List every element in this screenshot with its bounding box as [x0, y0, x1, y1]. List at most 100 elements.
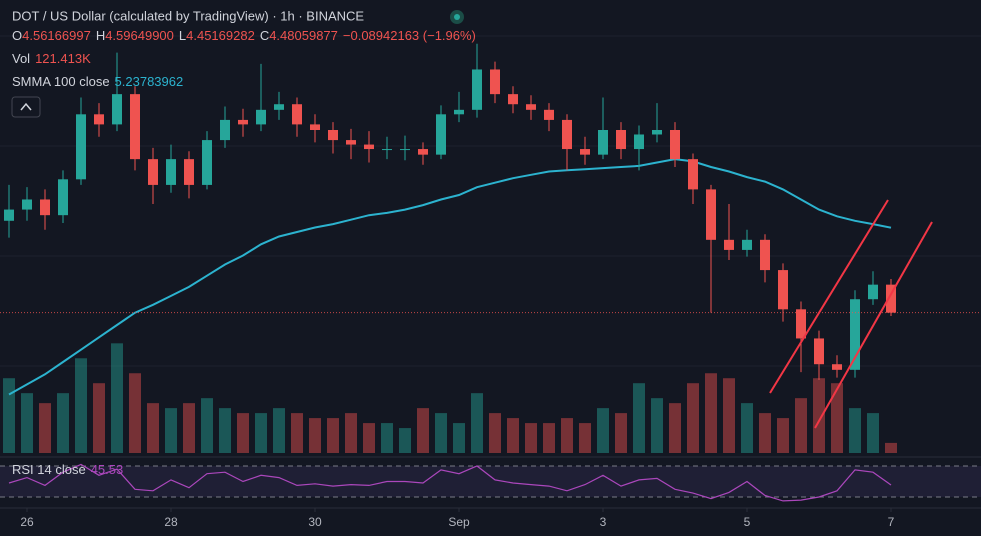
rsi-legend: RSI 14 close 45.53 — [12, 462, 123, 477]
grid — [0, 35, 981, 367]
candle-body — [454, 109, 464, 115]
candle-body — [850, 299, 860, 370]
volume-bar — [705, 373, 717, 453]
candle-body — [112, 94, 122, 125]
ohlc-value: 4.48059877 — [269, 28, 338, 43]
volume-bar — [129, 373, 141, 453]
volume-bar — [273, 408, 285, 453]
ohlc-label: O — [12, 28, 22, 43]
rsi-line — [8, 463, 892, 502]
status-dot — [454, 14, 460, 20]
candle-body — [364, 144, 374, 150]
volume-bar — [831, 383, 843, 453]
ohlc-value: 4.59649900 — [105, 28, 174, 43]
volume-bar — [291, 413, 303, 453]
candle-body — [778, 270, 788, 310]
volume-bar — [39, 403, 51, 453]
candle-body — [814, 338, 824, 365]
change-value: −0.08942163 (−1.96%) — [343, 28, 476, 43]
smma-label: SMMA 100 close — [12, 74, 110, 89]
x-tick-label: 30 — [308, 515, 322, 529]
volume-bar — [507, 418, 519, 453]
candle-body — [832, 364, 842, 370]
volume-bar — [111, 343, 123, 453]
volume-bar — [471, 393, 483, 453]
x-tick-label: 7 — [888, 515, 895, 529]
candle-body — [310, 124, 320, 130]
candle-body — [472, 69, 482, 110]
candle-body — [526, 104, 536, 110]
chart-title: DOT / US Dollar (calculated by TradingVi… — [12, 8, 364, 23]
volume-bar — [147, 403, 159, 453]
volume-bar — [867, 413, 879, 453]
volume-bar — [345, 413, 357, 453]
volume-bar — [3, 378, 15, 453]
smma-line — [8, 158, 892, 396]
volume-bar — [237, 413, 249, 453]
candle-body — [238, 119, 248, 125]
candle-body — [796, 309, 806, 339]
candle-body — [166, 159, 176, 185]
candle-body — [544, 109, 554, 120]
volume-bar — [219, 408, 231, 453]
x-tick-label: 3 — [600, 515, 607, 529]
candle-body — [292, 104, 302, 125]
volume-bar — [165, 408, 177, 453]
volume-bar — [417, 408, 429, 453]
collapse-icon — [20, 102, 32, 111]
x-tick-label: 28 — [164, 515, 178, 529]
candle-body — [598, 130, 608, 155]
candle-body — [94, 114, 104, 125]
candle-body — [760, 239, 770, 271]
ohlc-legend: O4.56166997 H4.59649900 L4.45169282 C4.4805… — [12, 28, 476, 43]
volume-bar — [723, 378, 735, 453]
collapse-button[interactable] — [11, 96, 41, 118]
candle-body — [328, 130, 338, 141]
candle-body — [742, 239, 752, 250]
candle-body — [22, 199, 32, 210]
rsi-pane — [0, 463, 981, 502]
x-tick-label: 5 — [744, 515, 751, 529]
candle-body — [382, 149, 392, 151]
candle-body — [688, 159, 698, 190]
volume-bar — [633, 383, 645, 453]
volume-bar — [687, 383, 699, 453]
volume-bar — [381, 423, 393, 453]
volume-bar — [849, 408, 861, 453]
volume-bar — [75, 358, 87, 453]
volume-bar — [435, 413, 447, 453]
candle-body — [868, 284, 878, 300]
volume-label: Vol — [12, 51, 30, 66]
volume-bar — [489, 413, 501, 453]
volume-bar — [885, 442, 897, 453]
candle-body — [400, 149, 410, 151]
volume-bar — [543, 423, 555, 453]
x-tick-label: 26 — [20, 515, 34, 529]
volume-bar — [651, 398, 663, 453]
ohlc-label: C — [260, 28, 269, 43]
volume-bar — [525, 423, 537, 453]
volume-bar — [327, 418, 339, 453]
ohlc-value: 4.45169282 — [186, 28, 255, 43]
candle-body — [580, 149, 590, 155]
volume-pane — [3, 343, 897, 453]
candle-body — [76, 114, 86, 180]
volume-bar — [363, 423, 375, 453]
candle-body — [616, 130, 626, 150]
volume-bar — [57, 393, 69, 453]
volume-bar — [183, 403, 195, 453]
volume-legend: Vol 121.413K — [12, 51, 91, 66]
channel-line — [769, 199, 889, 394]
candle-body — [256, 109, 266, 125]
candle-body — [274, 104, 284, 110]
volume-bar — [759, 413, 771, 453]
candle-body — [346, 140, 356, 145]
smma-value: 5.23783962 — [115, 74, 184, 89]
x-tick-label: Sep — [448, 515, 470, 529]
ohlc-value: 4.56166997 — [22, 28, 91, 43]
legend: DOT / US Dollar (calculated by TradingVi… — [12, 8, 476, 477]
volume-bar — [201, 398, 213, 453]
volume-bar — [795, 398, 807, 453]
